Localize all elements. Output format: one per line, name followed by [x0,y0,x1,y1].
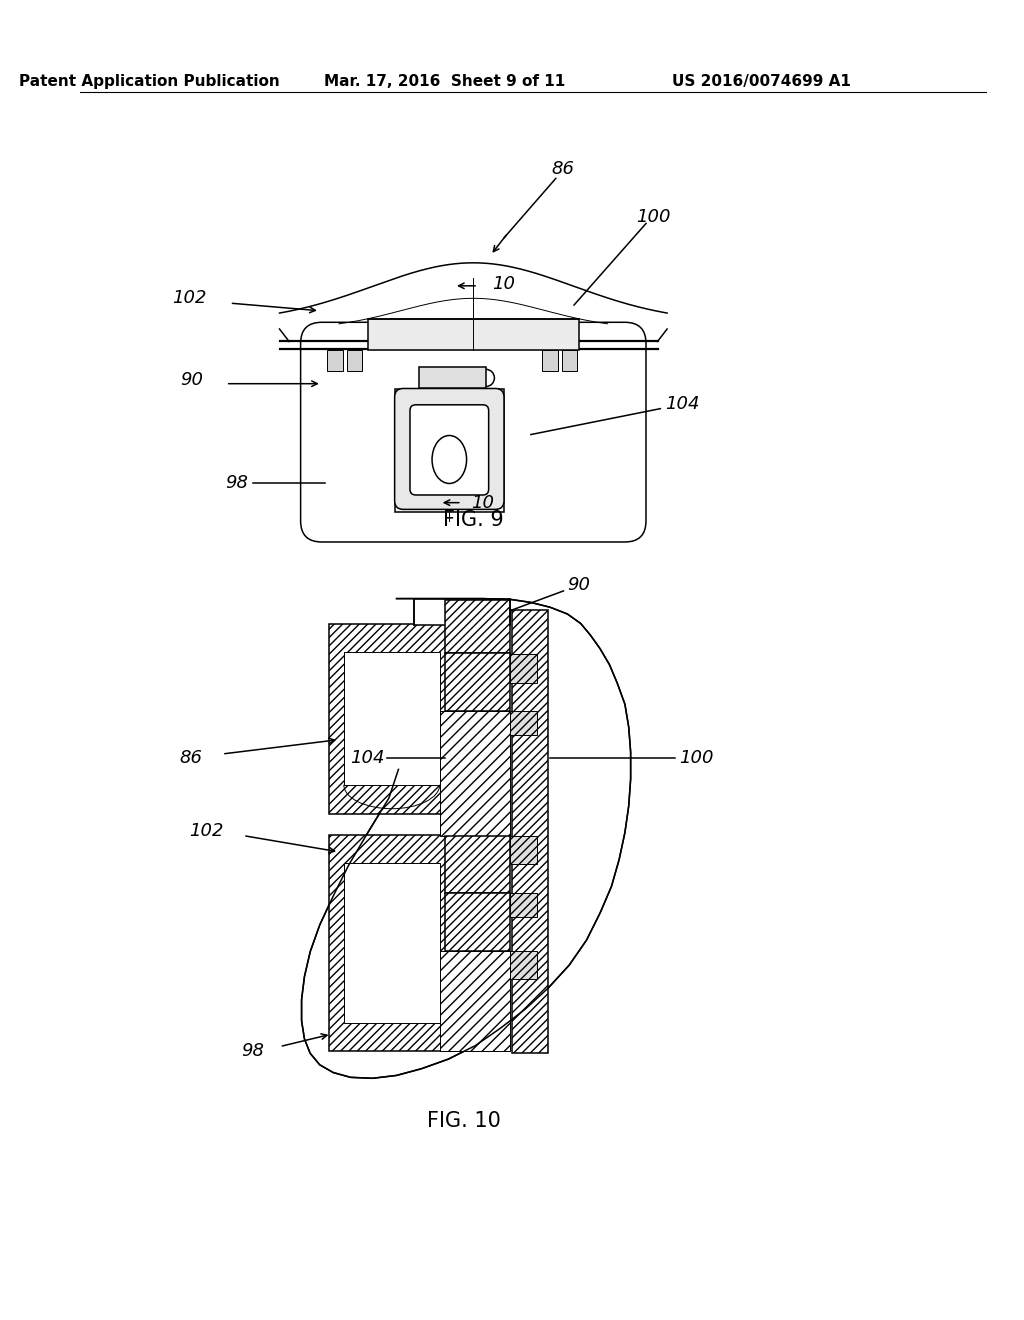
FancyBboxPatch shape [301,322,646,543]
Bar [439,950,510,1052]
Text: 10: 10 [493,275,515,293]
Bar [439,711,510,836]
Bar [561,350,577,371]
Bar [510,655,537,682]
Bar [510,894,537,917]
Text: FIG. 9: FIG. 9 [443,510,504,529]
Bar [512,610,548,1053]
Text: 90: 90 [567,576,590,594]
Bar [414,598,510,626]
Bar [512,610,548,1053]
Bar [368,319,579,350]
Bar [444,836,510,894]
Text: 102: 102 [172,289,207,308]
Bar [444,836,510,894]
Text: 90: 90 [180,371,203,389]
Polygon shape [330,623,493,813]
Text: 104: 104 [666,395,699,413]
Text: Mar. 17, 2016  Sheet 9 of 11: Mar. 17, 2016 Sheet 9 of 11 [324,74,565,88]
Polygon shape [344,652,439,784]
Text: 104: 104 [350,748,385,767]
Bar [439,950,510,1052]
Bar [439,711,510,836]
Bar [444,599,510,653]
Bar [328,350,343,371]
Text: 102: 102 [189,822,224,840]
Text: US 2016/0074699 A1: US 2016/0074699 A1 [672,74,851,88]
Bar [444,653,510,711]
Bar [394,389,504,512]
Text: 86: 86 [180,748,203,767]
Bar [347,350,362,371]
Bar [444,894,510,950]
Bar [444,653,510,711]
Text: 100: 100 [680,748,714,767]
Bar [510,711,537,735]
Polygon shape [344,863,439,1023]
Text: 86: 86 [551,160,574,178]
Bar [510,836,537,865]
Polygon shape [302,598,631,1078]
Bar [510,950,537,979]
Bar [510,894,537,917]
Text: FIG. 10: FIG. 10 [427,1110,501,1130]
Ellipse shape [432,436,467,483]
Text: 100: 100 [637,207,671,226]
Bar [510,711,537,735]
Bar [444,599,510,653]
Text: 98: 98 [242,1043,264,1060]
Bar [444,894,510,950]
FancyBboxPatch shape [394,388,504,510]
Text: 10: 10 [471,494,495,512]
Bar [543,350,558,371]
Text: Patent Application Publication: Patent Application Publication [18,74,280,88]
Bar [419,367,485,388]
FancyBboxPatch shape [410,405,488,495]
Text: 98: 98 [225,474,248,492]
Bar [510,836,537,865]
Polygon shape [330,834,493,1052]
Bar [510,655,537,682]
Bar [510,950,537,979]
